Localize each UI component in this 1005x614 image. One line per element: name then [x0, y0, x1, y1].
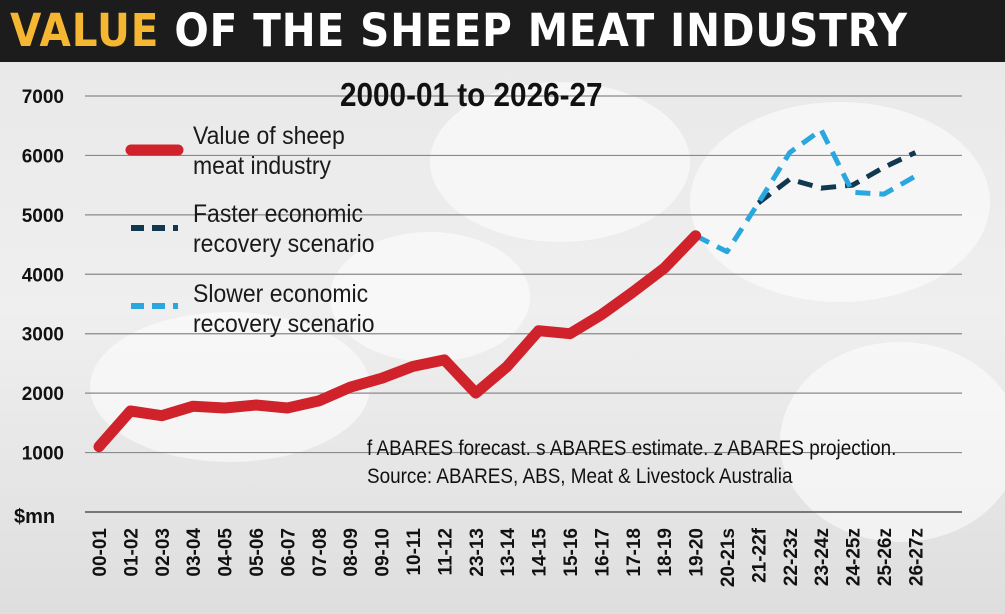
x-tick-label: 23-24z	[812, 528, 833, 586]
x-tick-label: 03-04	[184, 528, 205, 577]
chart-subtitle: 2000-01 to 2026-27	[340, 76, 603, 113]
legend-label-slower: Slower economic recovery scenario	[193, 279, 375, 339]
x-tick-label: 23-13	[467, 528, 488, 577]
x-tick-label: 20-21s	[718, 528, 739, 587]
legend-line: Value of sheep	[193, 122, 345, 150]
x-tick-label: 16-17	[592, 528, 613, 577]
page-title: VALUE OF THE SHEEP MEAT INDUSTRY	[10, 2, 908, 60]
x-tick-label: 17-18	[624, 528, 645, 577]
background-sheep-shape	[330, 232, 530, 362]
x-tick-label: 10-11	[404, 528, 425, 576]
x-tick-label: 18-19	[655, 528, 676, 577]
background-sheep-shape	[780, 342, 1005, 542]
x-tick-label: 14-15	[530, 528, 551, 577]
y-tick-label: 2000	[22, 384, 64, 405]
x-axis-tick-labels: 00-01 01-02 02-03 03-04 04-05 05-06 06-07 07-08…	[90, 527, 927, 587]
y-axis-label: $mn	[14, 506, 55, 528]
y-tick-label: 5000	[22, 206, 64, 227]
header-bar: VALUE OF THE SHEEP MEAT INDUSTRY	[0, 0, 1005, 62]
x-tick-label: 21-22f	[749, 527, 770, 583]
grid-lines	[85, 95, 962, 513]
x-tick-label: 13-14	[498, 528, 519, 577]
x-tick-label: 09-10	[373, 528, 394, 577]
x-tick-label: 08-09	[341, 528, 362, 577]
x-tick-label: 19-20	[687, 528, 708, 577]
legend-line: meat industry	[193, 152, 332, 180]
legend-line: recovery scenario	[193, 310, 375, 338]
y-tick-label: 6000	[22, 146, 64, 167]
y-axis-tick-labels: 1000 2000 3000 4000 5000 6000 7000	[22, 87, 64, 465]
background-sheep-shape	[690, 102, 990, 302]
x-tick-label: 24-25z	[844, 528, 865, 586]
series-line-slower	[694, 127, 917, 255]
x-tick-label: 02-03	[153, 528, 174, 577]
legend-label-faster: Faster economic recovery scenario	[193, 199, 375, 259]
series-lines	[93, 127, 917, 453]
x-tick-label: 00-01	[90, 528, 111, 577]
legend-label-actual: Value of sheep meat industry	[193, 121, 345, 181]
x-tick-label: 26-27z	[906, 528, 927, 586]
title-rest: OF THE SHEEP MEAT INDUSTRY	[159, 4, 908, 57]
x-tick-label: 01-02	[121, 528, 142, 577]
legend-line: Faster economic	[193, 200, 364, 228]
legend-line: recovery scenario	[193, 230, 375, 258]
chart-source: Source: ABARES, ABS, Meat & Livestock Au…	[367, 465, 793, 488]
y-tick-label: 4000	[22, 265, 64, 286]
x-tick-label: 04-05	[216, 528, 237, 577]
y-tick-label: 7000	[22, 87, 64, 108]
y-tick-label: 3000	[22, 325, 64, 346]
x-tick-label: 05-06	[247, 528, 268, 577]
x-tick-label: 07-08	[310, 528, 331, 577]
series-line-actual	[93, 230, 702, 453]
title-accent: VALUE	[10, 4, 160, 57]
x-tick-label: 15-16	[561, 528, 582, 577]
chart-footnote: f ABARES forecast. s ABARES estimate. z …	[367, 437, 897, 460]
x-tick-label: 06-07	[278, 528, 299, 577]
x-tick-label: 11-12	[435, 528, 456, 576]
legend-line: Slower economic	[193, 280, 369, 308]
x-tick-label: 22-23z	[781, 528, 802, 586]
background-sheep-shape	[90, 312, 370, 462]
y-tick-label: 1000	[22, 444, 64, 465]
x-tick-label: 25-26z	[875, 528, 896, 586]
legend-swatches	[125, 144, 184, 309]
series-line-faster	[756, 150, 917, 205]
